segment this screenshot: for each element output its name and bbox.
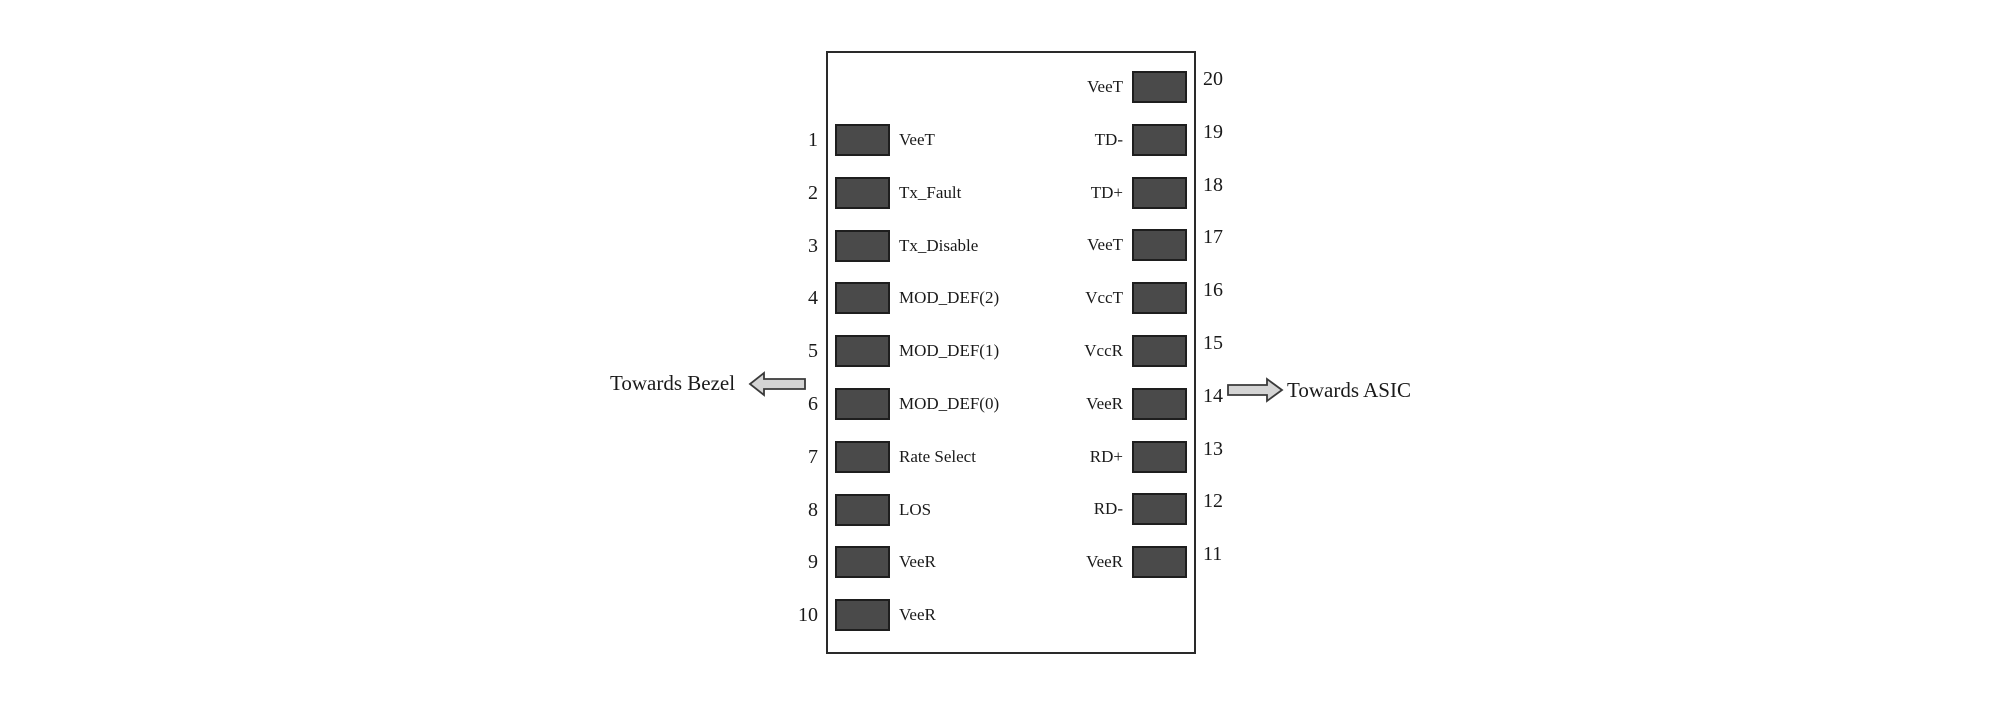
pin-signal-label: VccT — [1085, 288, 1123, 308]
pin-signal-label: TD+ — [1090, 182, 1123, 202]
pin-pad — [1132, 71, 1187, 103]
pin-signal-label: MOD_DEF(2) — [899, 288, 1000, 308]
pin-signal-label: VeeR — [899, 552, 936, 572]
pin-pad — [835, 176, 890, 209]
pin-signal-label: MOD_DEF(1) — [899, 341, 1000, 361]
left-arrow-icon — [748, 371, 806, 397]
pin-pad — [1132, 440, 1187, 473]
pin-pad — [835, 282, 890, 315]
pin-signal-label: Rate Select — [899, 446, 976, 466]
pin-number: 2 — [808, 181, 818, 204]
pin-number: 9 — [808, 551, 818, 574]
pin-pad — [835, 124, 890, 156]
pin-number: 8 — [808, 498, 818, 521]
pin-pad — [835, 546, 890, 579]
pin-number: 18 — [1203, 173, 1223, 196]
pin-number: 14 — [1203, 384, 1223, 407]
pin-pad — [1132, 123, 1187, 156]
towards-bezel-label: Towards Bezel — [610, 371, 736, 395]
pin-signal-label: VeeR — [899, 605, 936, 625]
pin-pad — [1132, 176, 1187, 209]
pin-signal-label: Tx_Fault — [899, 182, 962, 202]
pin-number: 12 — [1203, 490, 1223, 513]
pin-signal-label: RD+ — [1089, 446, 1123, 466]
pin-number: 5 — [808, 340, 818, 363]
pin-number: 4 — [808, 287, 818, 310]
pin-number: 6 — [808, 393, 818, 415]
pin-signal-label: VccR — [1084, 341, 1123, 360]
pin-number: 17 — [1203, 226, 1223, 249]
pin-signal-label: Tx_Disable — [899, 235, 979, 255]
pin-pad — [835, 440, 890, 473]
pin-number: 3 — [808, 234, 818, 257]
pin-pad — [835, 493, 890, 526]
pin-number: 19 — [1203, 120, 1223, 143]
pin-number: 7 — [808, 445, 818, 468]
pin-number: 20 — [1203, 68, 1223, 90]
pin-signal-label: VeeR — [1086, 393, 1123, 413]
right-arrow-icon — [1227, 377, 1284, 403]
pin-pad — [1132, 546, 1187, 579]
connector-outline — [826, 51, 1196, 654]
pin-pad — [1132, 229, 1187, 262]
pin-signal-label: VeeR — [1086, 552, 1123, 572]
pin-signal-label: MOD_DEF(0) — [899, 394, 1000, 413]
pin-number: 1 — [808, 129, 818, 151]
pin-number: 13 — [1203, 437, 1223, 460]
pin-number: 15 — [1203, 332, 1223, 354]
pin-pad — [835, 599, 890, 632]
pin-pad — [1132, 387, 1187, 420]
towards-asic-label: Towards ASIC — [1287, 378, 1411, 402]
pin-pad — [835, 335, 890, 368]
pin-pad — [1132, 493, 1187, 526]
pin-signal-label: VeeT — [1087, 77, 1123, 96]
pin-signal-label: RD- — [1093, 499, 1123, 519]
pin-pad — [835, 229, 890, 262]
pin-signal-label: VeeT — [899, 130, 935, 149]
pin-pad — [1132, 282, 1187, 315]
pin-number: 11 — [1203, 543, 1223, 566]
pin-signal-label: LOS — [899, 499, 932, 519]
pin-signal-label: VeeT — [1087, 235, 1123, 255]
pin-pad — [835, 388, 890, 420]
pin-signal-label: TD- — [1094, 129, 1123, 149]
pin-pad — [1132, 335, 1187, 367]
pin-number: 16 — [1203, 279, 1223, 302]
pin-number: 10 — [798, 604, 818, 627]
